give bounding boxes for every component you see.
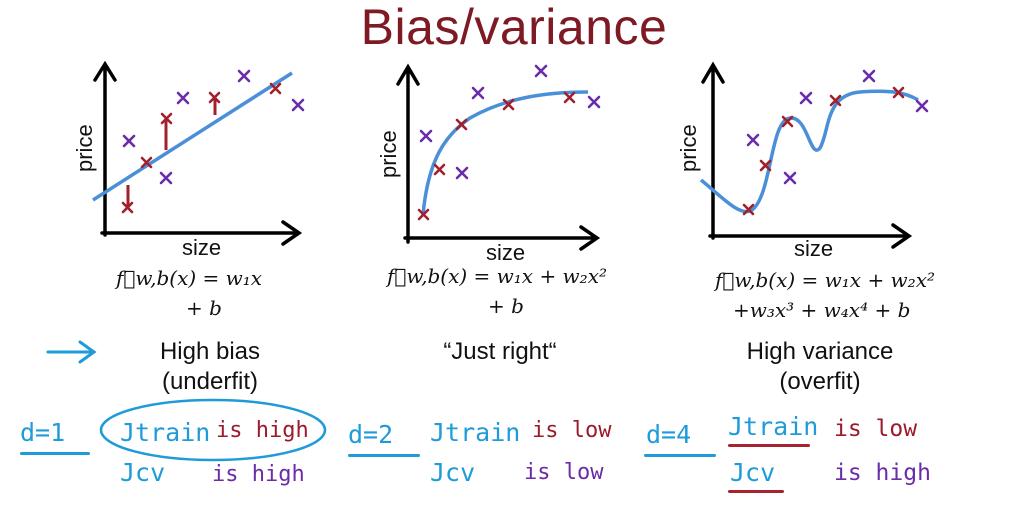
note-3-jtrain: Jtrain xyxy=(728,412,819,441)
plot-2-train-point xyxy=(563,91,576,104)
plot-2-train-point xyxy=(417,208,430,221)
plot-1-train-point xyxy=(269,82,282,95)
plot-1-train-point xyxy=(140,156,153,169)
plot-2-caption-line1: “Just right“ xyxy=(443,338,557,365)
note-3-jcv-status: is high xyxy=(834,460,931,486)
plot-1-cv-point xyxy=(291,98,305,112)
plot-1-xlabel: size xyxy=(182,235,222,260)
note-1-jtrain: Jtrain xyxy=(120,418,211,447)
plot-3-caption-line2: (overfit) xyxy=(779,368,861,395)
note-3-jtrain-status: is low xyxy=(834,416,918,442)
note-2-jtrain: Jtrain xyxy=(430,418,521,447)
highlight-circle xyxy=(99,398,327,462)
plot-1-cv-point xyxy=(176,91,190,105)
plot-1-y-axis xyxy=(93,60,117,237)
plot-1-cv-point xyxy=(237,69,251,83)
plot-1 xyxy=(92,60,305,246)
plot-1-caption-line1: High bias xyxy=(159,338,261,365)
plot-2-cv-point xyxy=(455,166,469,180)
plot-3-formula-line2: +w₃x³ + w₄x⁴ + b xyxy=(733,298,911,322)
note-3-jcv-underline xyxy=(728,490,784,493)
plot-1-cv-point xyxy=(122,134,136,148)
plot-3-xlabel: size xyxy=(794,236,834,261)
plot-3-train-point xyxy=(742,203,755,216)
note-2-jcv: Jcv xyxy=(430,458,476,487)
plot-1-cv-point xyxy=(159,171,173,185)
note-3-jtrain-underline xyxy=(728,444,810,447)
plot-3-caption-line1: High variance xyxy=(746,338,894,365)
plot-3 xyxy=(699,61,929,249)
plot-1-train-point xyxy=(208,91,221,104)
plot-1-x-axis xyxy=(100,220,303,246)
plot-2-x-axis xyxy=(403,225,601,251)
note-1-degree-underline xyxy=(20,452,90,455)
plot-1-caption-line2: (underfit) xyxy=(161,368,259,395)
plot-2-fit-curve xyxy=(421,90,589,216)
plot-2-xlabel: size xyxy=(486,240,526,265)
plot-3-formula-line1: f⃗w,b(x) = w₁x + w₂x² xyxy=(715,268,935,292)
plot-1-formula-line2: + b xyxy=(186,296,222,320)
plot-2-cv-point xyxy=(534,64,548,78)
arrow-right-icon xyxy=(46,340,97,364)
note-2-degree-underline xyxy=(348,454,420,457)
plot-1-train-point xyxy=(160,112,173,125)
note-2-jtrain-status: is low xyxy=(532,418,612,443)
note-3-degree-underline xyxy=(644,454,716,457)
note-3-jcv: Jcv xyxy=(730,458,776,487)
plot-2 xyxy=(396,63,601,251)
plot-2-caption: “Just right“ xyxy=(400,337,600,367)
plot-1-fit-line xyxy=(92,71,293,202)
plot-2-cv-point xyxy=(419,129,433,143)
plot-2-cv-point xyxy=(587,95,601,109)
note-2-degree: d=2 xyxy=(348,420,394,449)
plot-3-cv-point xyxy=(746,133,760,147)
plot-1-ylabel: price xyxy=(72,124,97,172)
note-3-degree: d=4 xyxy=(646,420,692,449)
plot-2-train-point xyxy=(433,163,446,176)
note-1-jtrain-status: is high xyxy=(216,418,309,443)
plot-2-train-point xyxy=(455,118,468,131)
plot-2-formula-line1: f⃗w,b(x) = w₁x + w₂x² xyxy=(387,264,607,288)
note-1-degree: d=1 xyxy=(20,418,66,447)
plot-2-train-point xyxy=(502,98,515,111)
plot-1-formula-line1: f⃗w,b(x) = w₁x xyxy=(116,266,263,290)
slide-title: Bias/variance xyxy=(360,0,668,55)
plot-3-y-axis xyxy=(701,61,725,240)
plot-3-cv-point xyxy=(799,91,813,105)
plot-3-train-point xyxy=(781,115,794,128)
plot-1-train-point xyxy=(121,201,134,214)
plot-3-fit-curve xyxy=(699,89,919,214)
note-1-jcv: Jcv xyxy=(120,458,166,487)
note-2-jcv-status: is low xyxy=(524,460,604,485)
plot-2-formula-line2: + b xyxy=(488,294,524,318)
plot-2-cv-point xyxy=(471,86,485,100)
plot-3-train-point xyxy=(829,94,842,107)
plot-3-ylabel: price xyxy=(676,124,701,172)
note-1-jcv-status: is high xyxy=(212,462,305,487)
plot-2-y-axis xyxy=(396,63,420,244)
plot-2-ylabel: price xyxy=(376,130,401,178)
plot-3-caption: High variance (overfit) xyxy=(705,337,935,397)
plot-3-cv-point xyxy=(915,99,929,113)
plot-3-cv-point xyxy=(783,171,797,185)
plot-3-x-axis xyxy=(708,223,913,249)
plot-3-train-point xyxy=(759,159,772,172)
plot-1-caption: High bias (underfit) xyxy=(110,337,310,397)
plot-3-cv-point xyxy=(862,69,876,83)
plot-3-train-point xyxy=(892,86,905,99)
